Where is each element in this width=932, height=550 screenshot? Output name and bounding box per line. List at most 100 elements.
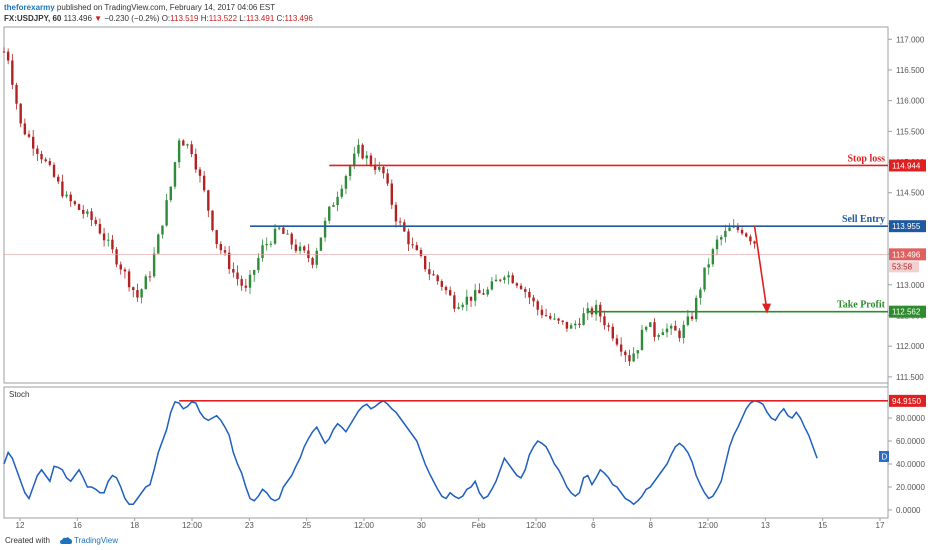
publisher-username[interactable]: theforexarmy (4, 3, 55, 12)
candle-body (127, 271, 131, 288)
candle-body (273, 228, 277, 244)
candle-body (690, 316, 694, 320)
time-tick-label: 23 (245, 521, 254, 530)
candle-body (699, 289, 702, 298)
countdown-badge (889, 261, 919, 273)
candle-body (519, 285, 523, 290)
candle-body (557, 318, 560, 321)
candle-body (369, 155, 373, 165)
candle-body (603, 316, 606, 326)
level-name-label: Take Profit (837, 300, 886, 311)
close-value: 113.496 (284, 14, 313, 23)
level-name-label: Stop loss (847, 153, 885, 164)
candle-body (57, 176, 60, 182)
candle-body (720, 237, 723, 240)
candle-body (69, 194, 72, 202)
open-value: 113.519 (170, 14, 199, 23)
candle-body (82, 209, 85, 214)
candle-body (736, 226, 740, 230)
projection-arrow-line[interactable] (753, 226, 768, 312)
candle-body (119, 264, 122, 270)
candle-body (561, 320, 564, 322)
candle-body (461, 304, 464, 308)
candle-body (123, 269, 127, 272)
candle-body (98, 223, 102, 234)
candle-body (348, 166, 352, 177)
candle-body (52, 164, 56, 177)
countdown-text: 53:58 (892, 262, 913, 271)
candle-body (532, 297, 535, 302)
candle-body (161, 225, 164, 235)
candle-body (528, 291, 531, 298)
tradingview-cloud-icon (60, 537, 72, 544)
time-tick-label: 13 (761, 521, 770, 530)
candle-body (315, 250, 318, 265)
indicator-badge-text: D (882, 453, 888, 462)
candle-body (48, 161, 52, 165)
candle-body (15, 84, 18, 104)
candle-body (524, 289, 527, 292)
candle-body (745, 233, 748, 237)
published-text: published on TradingView.com, February 1… (56, 3, 276, 12)
candle-body (6, 51, 10, 61)
low-label: L: (239, 14, 246, 23)
candle-body (724, 230, 727, 238)
candle-body (236, 272, 239, 280)
candle-body (503, 277, 506, 280)
chart-header: theforexarmy published on TradingView.co… (0, 0, 932, 26)
tradingview-link[interactable]: TradingView (74, 536, 119, 545)
price-tick-label: 113.000 (896, 281, 925, 290)
time-tick-label: 16 (73, 521, 82, 530)
candle-body (248, 274, 252, 288)
candle-body (653, 322, 656, 337)
candle-body (398, 221, 402, 223)
stoch-tick-label: 60.0000 (896, 437, 925, 446)
time-tick-label: 12:00 (526, 521, 547, 530)
candle-body (294, 244, 298, 251)
candle-body (615, 338, 619, 345)
candle-body (632, 353, 635, 362)
candle-body (511, 275, 514, 284)
created-with-text: Created with (5, 536, 50, 545)
candle-body (115, 249, 118, 265)
candle-body (440, 281, 444, 287)
candle-body (140, 289, 143, 298)
candle-body (244, 285, 248, 288)
stochastic-pane[interactable] (3, 386, 889, 519)
time-tick-label: 12:00 (182, 521, 203, 530)
candle-body (132, 287, 135, 291)
candle-body (328, 206, 331, 221)
candle-body (211, 210, 214, 231)
candle-body (486, 289, 489, 295)
candle-body (423, 255, 427, 270)
time-tick-label: 6 (591, 521, 596, 530)
stoch-tick-label: 20.0000 (896, 483, 925, 492)
candle-body (27, 134, 31, 137)
price-pane[interactable] (3, 26, 889, 384)
candle-body (753, 241, 756, 244)
candle-body (86, 211, 89, 214)
candle-body (148, 276, 152, 278)
candle-body (457, 307, 460, 309)
candle-body (232, 269, 235, 273)
candle-body (378, 167, 381, 170)
symbol-line: FX:USDJPY, 60 113.496 ▼ −0.230 (−0.2%) O… (4, 14, 313, 23)
candle-body (407, 231, 410, 245)
candle-body (219, 243, 223, 251)
candle-body (649, 322, 652, 327)
candle-body (11, 60, 14, 85)
candle-body (536, 301, 539, 310)
candle-body (669, 325, 673, 329)
candle-body (136, 290, 139, 298)
candle-body (198, 169, 202, 176)
indicator-badge[interactable] (879, 451, 889, 462)
candle-body (390, 183, 393, 205)
candle-body (465, 296, 469, 305)
change-arrow-icon: ▼ (94, 14, 103, 23)
time-tick-label: 18 (130, 521, 139, 530)
candle-body (469, 296, 473, 301)
time-tick-label: 17 (876, 521, 885, 530)
candle-body (448, 290, 452, 296)
candle-body (19, 103, 22, 124)
